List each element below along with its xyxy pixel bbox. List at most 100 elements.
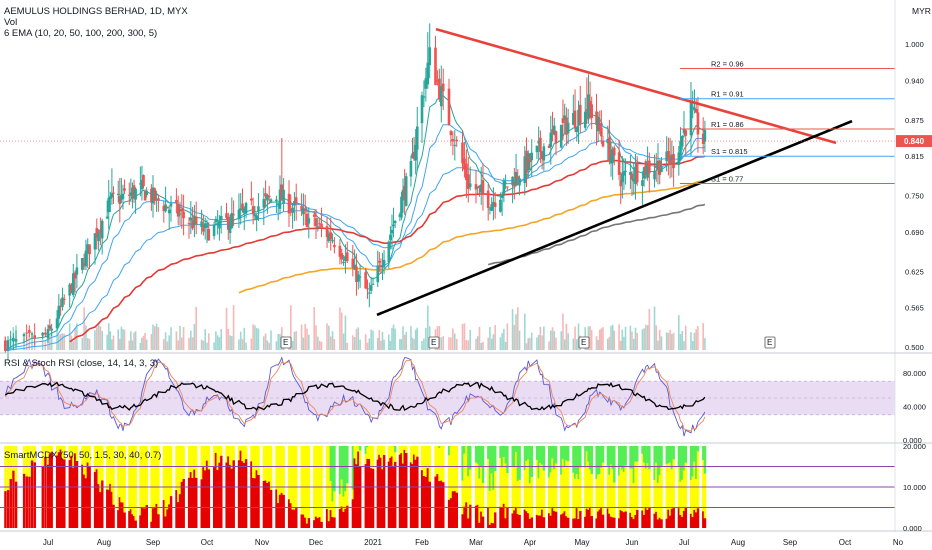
candle-body: [294, 197, 298, 204]
volume-bar: [318, 340, 321, 350]
mcdx-yellow-bar: [353, 446, 356, 459]
mcdx-green-bar: [585, 446, 589, 452]
volume-bar: [364, 334, 367, 350]
volume-bar: [225, 307, 228, 350]
mcdx-red-bar: [342, 511, 345, 528]
volume-bar: [239, 331, 242, 350]
mcdx-green-bar: [502, 446, 506, 457]
mcdx-yellow-bar: [289, 485, 293, 504]
mcdx-green-bar: [667, 446, 670, 464]
candle-body: [590, 104, 593, 118]
mcdx-yellow-bar: [405, 446, 408, 454]
mcdx-red-bar: [153, 507, 157, 528]
mcdx-red-bar: [560, 514, 563, 528]
pivot-label: R2 = 0.96: [711, 59, 744, 68]
mcdx-yellow-bar: [409, 446, 413, 463]
candle-body: [351, 258, 355, 268]
pivot-label: R1 = 0.86: [711, 120, 744, 129]
volume-bar: [394, 328, 396, 350]
candle-body: [634, 166, 637, 184]
candle-body: [275, 199, 278, 202]
mcdx-red-bar: [162, 500, 166, 528]
mcdx-green-bar: [166, 446, 169, 481]
candle-body: [44, 332, 47, 335]
mcdx-red-bar: [549, 515, 553, 528]
mcdx-yellow-bar: [239, 446, 243, 451]
mcdx-yellow-bar: [702, 460, 705, 512]
volume-bar: [339, 307, 341, 350]
mcdx-red-bar: [81, 464, 84, 528]
candle-body: [598, 122, 602, 130]
volume-bar: [490, 338, 493, 350]
mcdx-green-bar: [307, 446, 311, 499]
mcdx-red-bar: [178, 494, 182, 528]
volume-bar: [501, 333, 503, 350]
volume-bar: [220, 328, 222, 350]
stoch-k-line: [4, 356, 706, 437]
mcdx-red-bar: [175, 490, 178, 528]
mcdx-pane[interactable]: [0, 446, 895, 528]
volume-bar: [179, 325, 181, 350]
mcdx-yellow-bar: [382, 446, 386, 456]
volume-bar: [399, 338, 401, 350]
mcdx-green-bar: [230, 446, 234, 454]
price-tick-label: 1.000: [905, 40, 924, 49]
mcdx-yellow-bar: [438, 448, 441, 482]
mcdx-red-bar: [329, 510, 333, 528]
mcdx-green-bar: [264, 446, 267, 450]
volume-bar: [293, 331, 296, 350]
candle-body: [314, 218, 318, 227]
mcdx-green-bar: [216, 446, 219, 448]
mcdx-yellow-bar: [59, 446, 62, 450]
candle-body: [237, 209, 241, 220]
candle-body: [110, 193, 114, 198]
mcdx-yellow-bar: [139, 496, 142, 516]
mcdx-red-bar: [403, 449, 406, 528]
candle-body: [506, 186, 509, 188]
candle-body: [262, 198, 266, 208]
mcdx-yellow-bar: [490, 473, 493, 523]
volume-bar: [200, 339, 203, 350]
candle-body: [572, 112, 575, 125]
candle-body: [218, 220, 221, 229]
volume-bar: [555, 337, 557, 350]
rsi-pane[interactable]: [0, 356, 895, 437]
mcdx-green-bar: [97, 446, 100, 464]
mcdx-yellow-bar: [84, 458, 88, 479]
candle-body: [525, 150, 528, 173]
volume-bar: [317, 336, 319, 350]
mcdx-yellow-bar: [278, 463, 282, 495]
volume-bar: [450, 337, 452, 350]
mcdx-yellow-bar: [681, 479, 684, 517]
labels: AEMULUS HOLDINGS BERHAD, 1D, MYX Vol 6 E…: [4, 6, 931, 461]
mcdx-red-bar: [461, 514, 464, 528]
volume-bar: [461, 323, 464, 350]
volume-bar: [655, 325, 658, 350]
volume-bar: [577, 323, 580, 350]
mcdx-red-bar: [14, 481, 18, 528]
mcdx-yellow-bar: [293, 486, 296, 510]
volume-bar: [70, 335, 73, 350]
volume-bar: [641, 329, 644, 350]
volume-bar: [413, 339, 415, 350]
candle-body: [280, 184, 284, 201]
mcdx-red-bar: [624, 511, 627, 528]
mcdx-red-bar: [266, 482, 269, 528]
mcdx-yellow-bar: [55, 446, 59, 456]
mcdx-red-bar: [679, 515, 682, 528]
mcdx-red-bar: [316, 518, 320, 528]
price-pane[interactable]: R2 = 0.96 R1 = 0.91 R1 = 0.86 S1 = 0.815 S1 …: [0, 23, 895, 360]
mcdx-yellow-bar: [525, 460, 528, 512]
mcdx-green-bar: [660, 446, 663, 467]
mcdx-red-bar: [665, 518, 668, 528]
volume-bar: [634, 327, 637, 350]
candle-body: [82, 263, 86, 267]
mcdx-green-bar: [275, 446, 278, 472]
candle-body: [162, 205, 166, 212]
mcdx-green-bar: [22, 446, 26, 453]
volume-bar: [611, 324, 614, 350]
mcdx-yellow-bar: [314, 484, 318, 517]
volume-bar: [355, 328, 358, 350]
mcdx-red-bar: [476, 504, 480, 528]
